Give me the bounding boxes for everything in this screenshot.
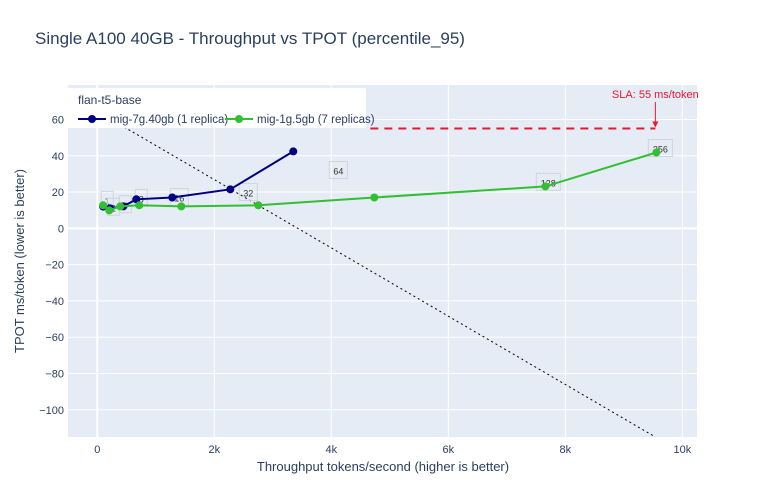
data-point [289, 147, 298, 156]
point-label: 64 [328, 160, 348, 179]
point-label-text: 64 [333, 166, 343, 176]
data-point [370, 193, 379, 202]
chart-title: Single A100 40GB - Throughput vs TPOT (p… [35, 29, 465, 48]
data-point [99, 201, 108, 210]
x-axis-label: Throughput tokens/second (higher is bett… [257, 459, 509, 474]
y-tick-label: −100 [39, 405, 64, 417]
sla-annotation: SLA: 55 ms/token [612, 89, 699, 101]
point-label: 256 [647, 139, 673, 158]
point-label-box [647, 139, 673, 158]
legend-marker [235, 115, 243, 123]
x-tick-label: 6k [443, 444, 455, 456]
data-point [652, 148, 661, 157]
x-tick-labels: 0 2k 4k 6k 8k 10k [94, 444, 692, 456]
x-tick-label: 4k [325, 444, 337, 456]
y-tick-label: −60 [45, 332, 64, 344]
point-label-text: 128 [541, 178, 556, 188]
data-point [226, 185, 235, 194]
y-tick-label: −20 [45, 260, 64, 272]
point-label-box [238, 182, 258, 201]
data-point [135, 201, 144, 210]
data-point [132, 195, 141, 204]
series-1 [99, 148, 661, 215]
legend: flan-t5-base mig-7g.40gb (1 replica) mig… [68, 88, 375, 128]
y-tick-labels: −100 −80 −60 −40 −20 0 20 40 60 [39, 114, 64, 416]
data-point [116, 202, 125, 211]
x-tick-label: 0 [94, 444, 100, 456]
legend-title: flan-t5-base [78, 93, 142, 107]
data-point [168, 193, 177, 202]
y-axis-label: TPOT ms/token (lower is better) [12, 169, 27, 353]
legend-label: mig-7g.40gb (1 replica) [110, 114, 228, 126]
y-tick-label: −40 [45, 296, 64, 308]
sla-arrowhead [652, 121, 659, 128]
legend-marker [88, 115, 96, 123]
point-label-text: 32 [243, 188, 253, 198]
plot-marks: 1248163264128256 [68, 93, 673, 437]
y-tick-label: 60 [52, 114, 64, 126]
legend-background [68, 88, 366, 128]
point-label: 32 [238, 182, 258, 201]
plot-area [68, 85, 697, 437]
data-point [105, 206, 114, 215]
y-tick-label: 40 [52, 151, 64, 163]
data-point [254, 201, 263, 210]
point-label-box [328, 160, 348, 179]
legend-item-mig-7g[interactable]: mig-7g.40gb (1 replica) [78, 114, 228, 126]
data-point [177, 202, 186, 211]
legend-item-mig-1g[interactable]: mig-1g.5gb (7 replicas) [225, 114, 375, 126]
data-point [541, 182, 550, 191]
x-tick-label: 10k [673, 444, 691, 456]
y-tick-label: 20 [52, 187, 64, 199]
legend-label: mig-1g.5gb (7 replicas) [257, 114, 375, 126]
x-tick-label: 2k [208, 444, 220, 456]
x-tick-label: 8k [560, 444, 572, 456]
y-tick-label: −80 [45, 368, 64, 380]
gridlines [68, 85, 697, 437]
point-label-text: 256 [653, 145, 668, 155]
y-tick-label: 0 [58, 223, 64, 235]
point-label-text: 16 [174, 193, 184, 203]
reference-line [68, 93, 656, 437]
